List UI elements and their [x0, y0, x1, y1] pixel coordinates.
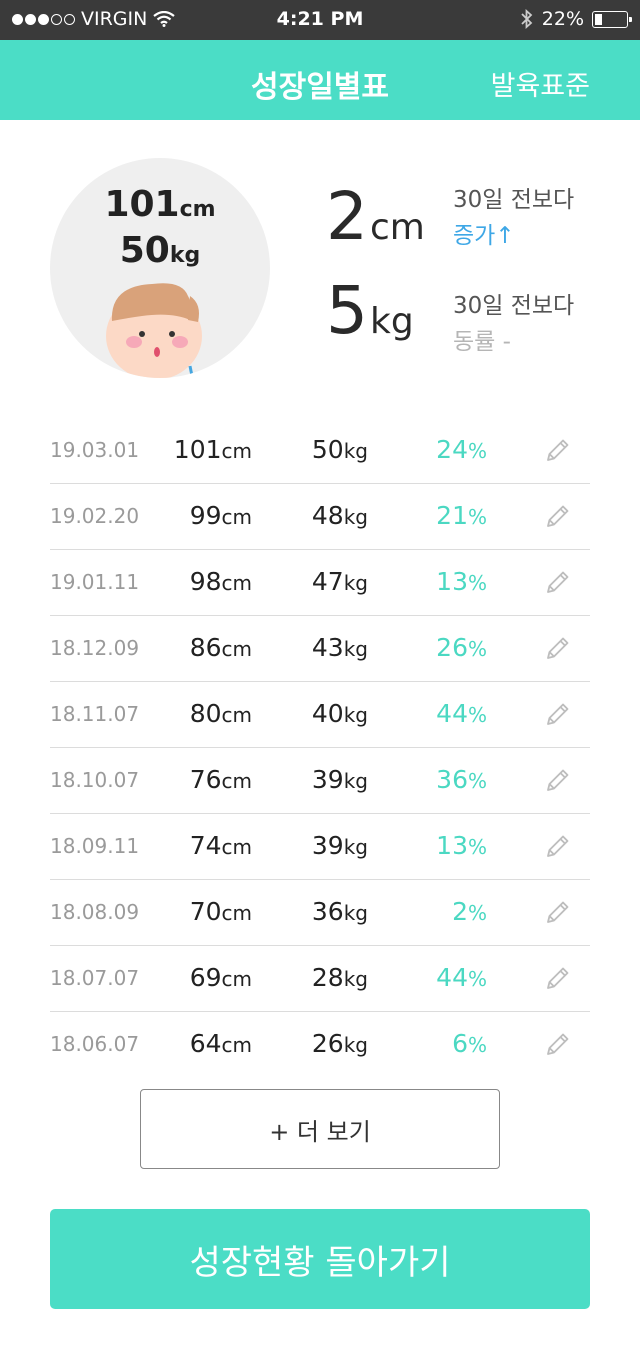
record-percent: 44%	[436, 963, 487, 992]
record-height: 76cm	[189, 765, 252, 794]
record-weight: 39kg	[311, 831, 368, 860]
height-compare: 30일 전보다 증가↑	[453, 182, 574, 254]
record-height: 101cm	[173, 435, 252, 464]
weight-compare-status: 동률 -	[453, 329, 511, 355]
child-face-icon	[106, 283, 202, 378]
record-percent: 13%	[436, 831, 487, 860]
record-date: 18.08.09	[50, 900, 140, 924]
record-percent: 6%	[452, 1029, 487, 1058]
record-date: 18.11.07	[50, 702, 140, 726]
status-bar: VIRGIN 4:21 PM 22%	[0, 0, 640, 40]
weight-compare-label: 30일 전보다	[453, 293, 575, 319]
record-height: 80cm	[189, 699, 252, 728]
record-percent: 13%	[436, 567, 487, 596]
edit-pencil-icon[interactable]	[544, 436, 572, 464]
table-row: 19.01.11 98cm 47kg 13%	[50, 550, 590, 616]
edit-pencil-icon[interactable]	[544, 568, 572, 596]
record-weight: 26kg	[311, 1029, 368, 1058]
signal-strength-icon	[12, 13, 75, 25]
record-date: 18.10.07	[50, 768, 140, 792]
page-title: 성장일별표	[251, 70, 389, 105]
record-height: 70cm	[189, 897, 252, 926]
table-row: 18.12.09 86cm 43kg 26%	[50, 616, 590, 682]
edit-pencil-icon[interactable]	[544, 1030, 572, 1058]
record-height: 98cm	[189, 567, 252, 596]
record-weight: 50kg	[311, 435, 368, 464]
child-avatar-card: 101cm 50kg	[50, 158, 270, 378]
record-date: 18.09.11	[50, 834, 140, 858]
edit-pencil-icon[interactable]	[544, 832, 572, 860]
show-more-button[interactable]: + 더 보기	[140, 1089, 500, 1169]
record-date: 18.06.07	[50, 1032, 140, 1056]
table-row: 18.10.07 76cm 39kg 36%	[50, 748, 590, 814]
edit-pencil-icon[interactable]	[544, 964, 572, 992]
table-row: 18.09.11 74cm 39kg 13%	[50, 814, 590, 880]
record-weight: 43kg	[311, 633, 368, 662]
record-height: 69cm	[189, 963, 252, 992]
weight-compare: 30일 전보다 동률 -	[453, 288, 574, 360]
record-weight: 40kg	[311, 699, 368, 728]
record-weight: 39kg	[311, 765, 368, 794]
wifi-icon	[153, 11, 176, 27]
height-compare-status: 증가↑	[453, 223, 515, 249]
record-percent: 26%	[436, 633, 487, 662]
record-height: 86cm	[189, 633, 252, 662]
status-right: 22%	[520, 8, 632, 30]
edit-pencil-icon[interactable]	[544, 898, 572, 926]
record-height: 64cm	[189, 1029, 252, 1058]
edit-pencil-icon[interactable]	[544, 502, 572, 530]
table-row: 19.03.01 101cm 50kg 24%	[50, 418, 590, 484]
weight-change-value: 5 kg	[326, 272, 414, 349]
status-time: 4:21 PM	[276, 8, 364, 30]
table-row: 19.02.20 99cm 48kg 21%	[50, 484, 590, 550]
record-height: 99cm	[189, 501, 252, 530]
record-date: 18.07.07	[50, 966, 140, 990]
edit-pencil-icon[interactable]	[544, 700, 572, 728]
height-change-value: 2 cm	[326, 178, 425, 255]
avatar-weight: 50kg	[119, 230, 201, 271]
table-row: 18.06.07 64cm 26kg 6%	[50, 1012, 590, 1078]
growth-standard-button[interactable]: 발육표준	[490, 71, 590, 102]
edit-pencil-icon[interactable]	[544, 634, 572, 662]
record-weight: 48kg	[311, 501, 368, 530]
record-date: 19.03.01	[50, 438, 140, 462]
table-row: 18.11.07 80cm 40kg 44%	[50, 682, 590, 748]
record-date: 18.12.09	[50, 636, 140, 660]
battery-icon	[592, 10, 632, 28]
avatar-height: 101cm	[104, 184, 216, 225]
battery-percent: 22%	[541, 8, 584, 30]
carrier-name: VIRGIN	[81, 8, 148, 30]
height-compare-label: 30일 전보다	[453, 187, 575, 213]
record-date: 19.02.20	[50, 504, 140, 528]
table-row: 18.08.09 70cm 36kg 2%	[50, 880, 590, 946]
back-to-growth-status-button[interactable]: 성장현황 돌아가기	[50, 1209, 590, 1309]
bluetooth-icon	[521, 9, 533, 29]
record-percent: 21%	[436, 501, 487, 530]
record-percent: 36%	[436, 765, 487, 794]
growth-records-list: 19.03.01 101cm 50kg 24% 19.02.20 99cm 48kg 21% 1…	[50, 418, 590, 1078]
record-weight: 28kg	[311, 963, 368, 992]
app-header: 성장일별표 발육표준	[0, 40, 640, 120]
record-weight: 47kg	[311, 567, 368, 596]
table-row: 18.07.07 69cm 28kg 44%	[50, 946, 590, 1012]
record-percent: 44%	[436, 699, 487, 728]
edit-pencil-icon[interactable]	[544, 766, 572, 794]
status-left: VIRGIN	[12, 8, 176, 30]
record-height: 74cm	[189, 831, 252, 860]
record-date: 19.01.11	[50, 570, 140, 594]
record-percent: 2%	[452, 897, 487, 926]
record-weight: 36kg	[311, 897, 368, 926]
record-percent: 24%	[436, 435, 487, 464]
